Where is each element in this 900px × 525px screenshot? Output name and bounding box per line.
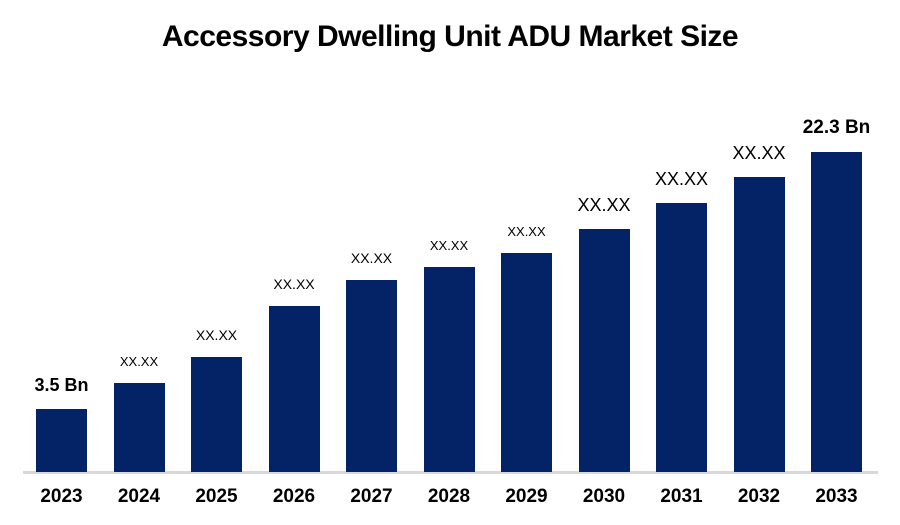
x-axis-tick-label: 2026 xyxy=(272,486,316,507)
bar xyxy=(811,152,862,472)
x-axis-tick-label: 2032 xyxy=(737,486,781,507)
x-axis-tick-label: 2027 xyxy=(350,486,393,507)
bar xyxy=(191,357,242,472)
x-axis-tick-label: 2028 xyxy=(427,486,471,507)
bar-value-label: XX.XX xyxy=(195,327,238,343)
bar-value-label: XX.XX xyxy=(654,169,709,189)
bar-value-label: XX.XX xyxy=(119,354,159,369)
bar-value-label: XX.XX xyxy=(732,143,786,163)
bar xyxy=(113,383,165,472)
x-axis-tick-label: 2029 xyxy=(505,486,548,507)
bar-value-label: 22.3 Bn xyxy=(802,117,871,138)
x-axis-tick-label: 2033 xyxy=(815,486,858,507)
bar-value-label: XX.XX xyxy=(577,195,631,215)
bar-value-label: XX.XX xyxy=(350,250,393,266)
bar xyxy=(733,177,785,472)
bar xyxy=(268,306,320,472)
x-axis-tick-label: 2030 xyxy=(582,486,626,507)
bar-value-label: XX.XX xyxy=(429,238,469,253)
bar xyxy=(346,280,397,472)
bar-value-label: XX.XX xyxy=(507,224,546,239)
chart-title: Accessory Dwelling Unit ADU Market Size xyxy=(161,20,739,53)
x-axis-line xyxy=(23,471,878,474)
bar xyxy=(423,267,475,472)
bar-value-label: 3.5 Bn xyxy=(34,375,89,395)
x-axis-tick-label: 2023 xyxy=(40,486,83,507)
bar xyxy=(501,253,552,472)
x-axis-tick-label: 2025 xyxy=(195,486,238,507)
x-axis-tick-label: 2024 xyxy=(117,486,161,507)
bar xyxy=(36,409,87,472)
bar xyxy=(656,203,707,472)
bar xyxy=(578,229,630,472)
x-axis-tick-label: 2031 xyxy=(660,486,703,507)
bar-value-label: XX.XX xyxy=(273,276,315,292)
